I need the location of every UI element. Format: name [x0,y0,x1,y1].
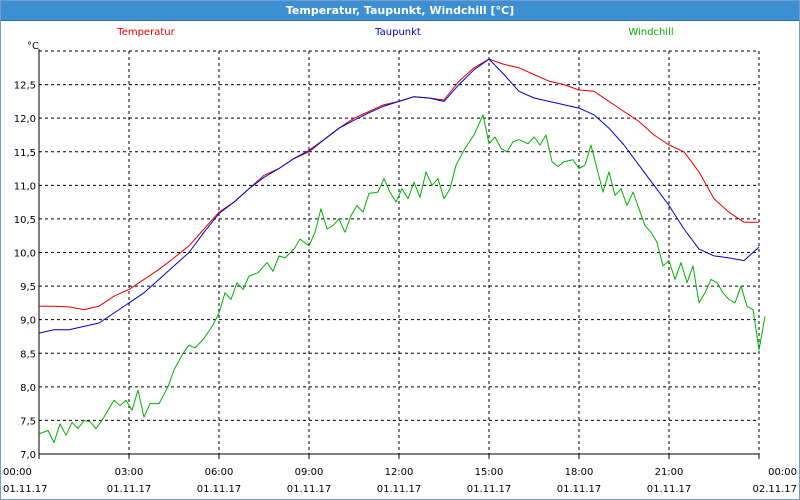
x-tick-date: 02.11.17 [752,484,797,495]
y-tick-label: 9,5 [20,282,36,293]
window-title: Temperatur, Taupunkt, Windchill [°C] [1,1,799,21]
x-tick-time: 18:00 [565,467,594,478]
chart-grid [38,50,760,455]
legend-item-temperatur: Temperatur [116,27,175,38]
x-tick-time: 06:00 [205,467,234,478]
x-tick-date: 01.11.17 [377,484,422,495]
y-tick-label: 7,0 [20,450,36,461]
legend-item-taupunkt: Taupunkt [374,27,421,38]
y-tick-label: 10,5 [14,215,36,226]
chart-axes: 7,0 7,5 8,0 8,5 9,0 9,5 10,0 10,5 11,0 11,5 12,0 12… [3,41,797,495]
x-tick-time: 09:00 [295,467,324,478]
y-tick-label: 9,0 [20,316,36,327]
x-tick-time: 15:00 [475,467,504,478]
legend-item-windchill: Windchill [628,27,673,38]
x-tick-date: 01.11.17 [647,484,692,495]
x-tick-date: 01.11.17 [107,484,152,495]
y-tick-label: 12,0 [14,114,36,125]
x-tick-date: 01.11.17 [3,484,48,495]
x-tick-time: 00:00 [768,467,797,478]
x-tick-date: 01.11.17 [557,484,602,495]
y-axis-unit-label: °C [27,41,39,52]
series-line-windchill [38,114,766,444]
x-tick-time: 21:00 [655,467,684,478]
y-tick-label: 10,0 [14,249,36,260]
y-tick-label: 8,5 [20,349,36,360]
x-tick-date: 01.11.17 [467,484,512,495]
line-chart: 7,0 7,5 8,0 8,5 9,0 9,5 10,0 10,5 11,0 11,5 12,0 12… [3,27,797,495]
x-tick-date: 01.11.17 [287,484,332,495]
y-tick-label: 8,0 [20,383,36,394]
x-tick-time: 00:00 [3,467,32,478]
y-tick-label: 11,0 [14,181,36,192]
x-tick-time: 03:00 [115,467,144,478]
x-tick-date: 01.11.17 [197,484,242,495]
series-line-taupunkt [38,58,760,334]
chart-series [38,58,766,444]
y-tick-label: 7,5 [20,416,36,427]
y-tick-label: 12,5 [14,81,36,92]
chart-legend: Temperatur Taupunkt Windchill [116,27,673,38]
y-tick-label: 11,5 [14,148,36,159]
x-tick-time: 12:00 [385,467,414,478]
